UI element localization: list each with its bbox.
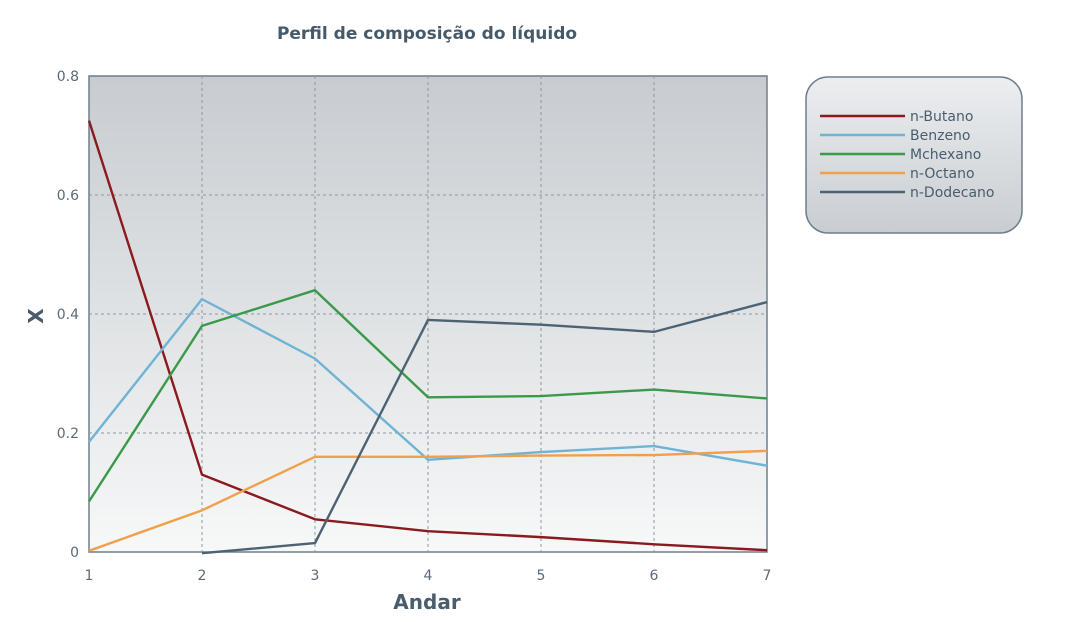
chart-title: Perfil de composição do líquido [277, 24, 577, 44]
legend-label: n-Octano [910, 166, 975, 182]
legend-entry: n-Butano [820, 109, 973, 125]
y-axis-label: X [24, 308, 48, 324]
y-tick-label: 0.4 [57, 307, 79, 323]
y-tick-label: 0.2 [57, 426, 79, 442]
series-line-benzeno [88, 297, 768, 467]
x-tick-label: 4 [424, 568, 433, 584]
grid-lines [89, 76, 767, 552]
x-axis-ticks: 1 2 3 4 5 6 7 [85, 568, 772, 584]
legend: n-Butano Benzeno Mchexano n-Octano n-Dodecan… [805, 76, 1023, 234]
x-tick-label: 6 [650, 568, 659, 584]
x-tick-label: 3 [311, 568, 320, 584]
y-axis-ticks: 0 0.2 0.4 0.6 0.8 [57, 69, 79, 561]
series-line-mchexano [87, 289, 768, 503]
legend-label: n-Dodecano [910, 185, 995, 201]
series-line-n-octano [88, 449, 768, 552]
legend-label: n-Butano [910, 109, 973, 125]
legend-entry: n-Dodecano [820, 185, 995, 201]
x-tick-label: 2 [198, 568, 207, 584]
legend-label: Mchexano [910, 147, 981, 163]
y-tick-label: 0.8 [57, 69, 79, 85]
x-tick-label: 5 [537, 568, 546, 584]
x-tick-label: 1 [85, 568, 94, 584]
legend-entry: n-Octano [820, 166, 975, 182]
x-axis-label: Andar [393, 590, 461, 614]
legend-entry: Mchexano [820, 147, 981, 163]
legend-label: Benzeno [910, 128, 971, 144]
x-tick-label: 7 [763, 568, 772, 584]
series-layer [87, 120, 768, 555]
legend-entry: Benzeno [820, 128, 971, 144]
series-line-n-dodecano [201, 300, 768, 555]
y-tick-label: 0 [70, 545, 79, 561]
y-tick-label: 0.6 [57, 188, 79, 204]
series-line-n-butano [87, 120, 768, 552]
